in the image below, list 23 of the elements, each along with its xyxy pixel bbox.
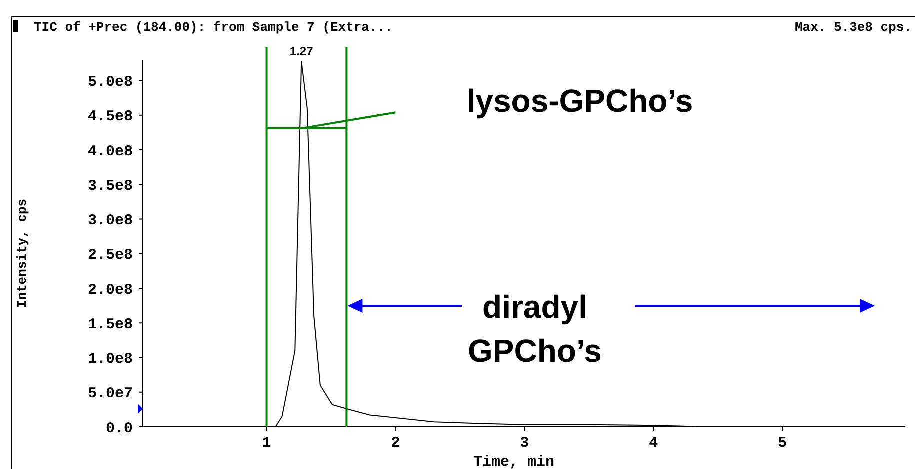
x-tick-label: 4 (649, 435, 658, 452)
y-tick-label: 4.5e8 (88, 108, 133, 126)
annotation: 1.27 (290, 44, 314, 58)
y-axis-title: Intensity, cps (15, 198, 30, 308)
y-tick-label: 2.5e8 (88, 247, 133, 264)
x-tick-label: 1 (262, 435, 272, 452)
annotation: lysos-GPCho’s (466, 83, 694, 119)
y-tick-label: 4.0e8 (88, 143, 133, 160)
x-tick-label: 5 (778, 435, 788, 452)
x-axis-title: Time, min (473, 454, 555, 469)
y-tick-label: 3.0e8 (88, 212, 133, 230)
y-tick-label: 0.0 (106, 420, 133, 438)
y-tick-label: 3.5e8 (88, 178, 133, 195)
y-tick-label: 1.0e8 (88, 351, 133, 368)
y-tick-label: 2.0e8 (88, 282, 133, 299)
y-tick-label: 5.0e7 (88, 386, 133, 403)
chart-subtitle: Max. 5.3e8 cps. (794, 20, 912, 35)
y-tick-label: 1.5e8 (88, 316, 133, 334)
chart-title: TIC of +Prec (184.00): from Sample 7 (Extra... (34, 20, 393, 35)
annotation: diradyl GPCho’s (468, 289, 602, 369)
x-tick-label: 3 (520, 435, 530, 452)
y-tick-label: 5.0e8 (88, 74, 133, 92)
x-tick-label: 2 (391, 435, 400, 452)
